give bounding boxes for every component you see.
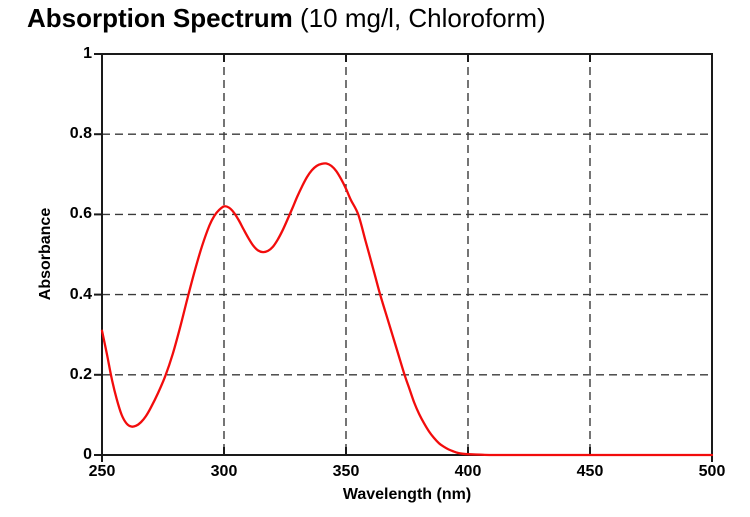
- x-tick-label: 250: [88, 463, 116, 480]
- y-tick-label: 0.8: [69, 125, 92, 143]
- x-tick-label: 500: [698, 463, 726, 480]
- y-tick-label: 0.2: [69, 365, 92, 383]
- x-tick-label: 350: [332, 463, 360, 480]
- x-tick-label: 300: [210, 463, 238, 480]
- x-tick-label: 450: [576, 463, 604, 480]
- x-axis-title: Wavelength (nm): [342, 486, 472, 503]
- y-axis-title: Absorbance: [37, 207, 54, 301]
- y-tick-label: 1: [83, 45, 92, 62]
- y-tick-label: 0.4: [69, 285, 92, 303]
- y-tick-label: 0.6: [69, 205, 92, 223]
- chart-title-suffix: (10 mg/l, Chloroform): [292, 3, 546, 33]
- plot-frame: [101, 53, 713, 456]
- absorbance-curve: [100, 162, 714, 457]
- chart-title-main: Absorption Spectrum: [27, 3, 293, 33]
- x-tick-label: 400: [454, 463, 482, 480]
- y-tick-label: 0: [83, 446, 92, 463]
- chart-title: Absorption Spectrum (10 mg/l, Chloroform…: [27, 3, 546, 34]
